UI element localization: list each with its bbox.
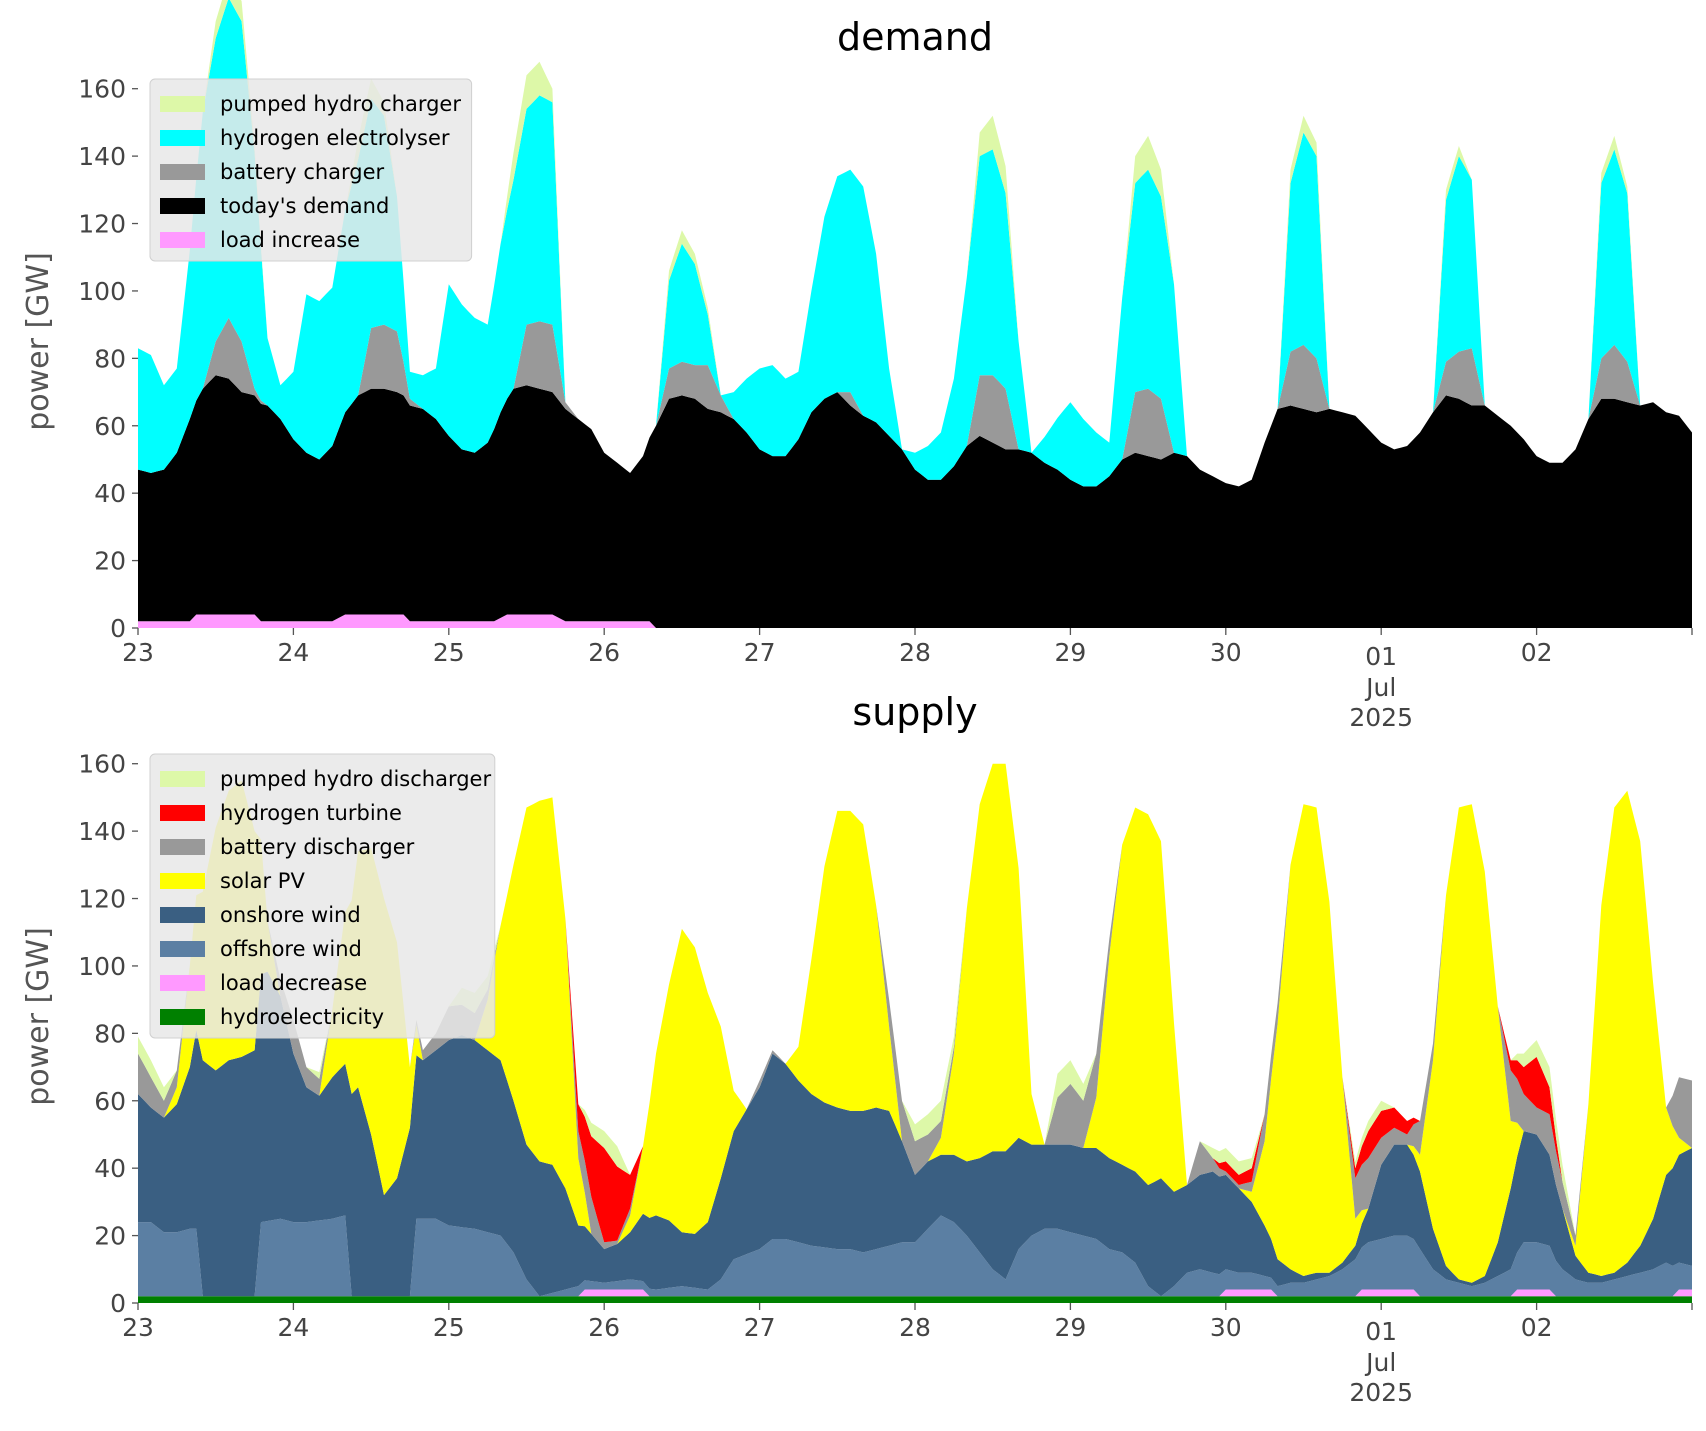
area-pumped-hydro-charger xyxy=(138,0,1692,487)
legend-entry: onshore wind xyxy=(220,903,361,927)
y-tick-label: 100 xyxy=(78,952,126,981)
legend-swatch xyxy=(160,164,205,180)
x-tick-label: 01 xyxy=(1365,1317,1397,1346)
legend-entry: load decrease xyxy=(220,971,367,995)
x-tick-label: 01 xyxy=(1365,642,1397,671)
y-tick-label: 40 xyxy=(94,1154,126,1183)
y-tick-label: 100 xyxy=(78,277,126,306)
y-tick-label: 80 xyxy=(94,344,126,373)
legend-swatch xyxy=(160,198,205,214)
x-tick-label: 28 xyxy=(899,638,931,667)
area-hydroelectricity xyxy=(138,1296,1692,1303)
x-tick-label: 26 xyxy=(588,1313,620,1342)
legend-entry: hydrogen electrolyser xyxy=(220,126,450,150)
legend-box xyxy=(149,78,473,262)
legend-box xyxy=(149,753,496,1039)
area-hydrogen-electrolyser xyxy=(138,0,1692,487)
legend-entry: pumped hydro charger xyxy=(220,92,461,116)
x-tick-month-label: Jul xyxy=(1364,1348,1396,1377)
legend-entry: offshore wind xyxy=(220,937,362,961)
y-tick-label: 20 xyxy=(94,547,126,576)
area-load-decrease xyxy=(138,1289,1692,1297)
y-tick-label: 60 xyxy=(94,1087,126,1116)
x-tick-label: 30 xyxy=(1210,638,1242,667)
legend-swatch xyxy=(160,805,205,821)
legend-entry: load increase xyxy=(220,228,360,252)
y-tick-label: 60 xyxy=(94,412,126,441)
area-offshore-wind xyxy=(138,1215,1692,1297)
legend-swatch xyxy=(160,771,205,787)
y-tick-label: 40 xyxy=(94,479,126,508)
x-tick-label: 27 xyxy=(744,1313,776,1342)
x-tick-label: 28 xyxy=(899,1313,931,1342)
x-tick-label: 02 xyxy=(1521,638,1553,667)
area-battery-charger xyxy=(138,317,1692,487)
legend-swatch xyxy=(160,1009,205,1025)
y-tick-label: 120 xyxy=(78,210,126,239)
x-tick-label: 02 xyxy=(1521,1313,1553,1342)
y-tick-label: 80 xyxy=(94,1019,126,1048)
y-tick-label: 140 xyxy=(78,142,126,171)
legend-entry: hydrogen turbine xyxy=(220,801,402,825)
legend-swatch xyxy=(160,130,205,146)
x-tick-label: 26 xyxy=(588,638,620,667)
x-tick-label: 27 xyxy=(744,638,776,667)
x-tick-label: 25 xyxy=(433,638,465,667)
x-tick-label: 29 xyxy=(1054,638,1086,667)
y-tick-label: 20 xyxy=(94,1222,126,1251)
x-tick-label: 24 xyxy=(277,1313,309,1342)
legend-entry: hydroelectricity xyxy=(220,1005,384,1029)
x-tick-label: 30 xyxy=(1210,1313,1242,1342)
legend-swatch xyxy=(160,232,205,248)
x-tick-label: 25 xyxy=(433,1313,465,1342)
legend-entry: today's demand xyxy=(220,194,389,218)
legend-entry: battery charger xyxy=(220,160,385,184)
x-tick-label: 29 xyxy=(1054,1313,1086,1342)
legend-entry: solar PV xyxy=(220,869,305,893)
x-tick-label: 23 xyxy=(122,638,154,667)
y-tick-label: 160 xyxy=(78,75,126,104)
y-tick-label: 120 xyxy=(78,885,126,914)
legend-swatch xyxy=(160,839,205,855)
y-axis-label: power [GW] xyxy=(21,927,56,1106)
legend-swatch xyxy=(160,907,205,923)
x-tick-year-label: 2025 xyxy=(1349,1378,1413,1407)
x-tick-label: 24 xyxy=(277,638,309,667)
y-tick-label: 0 xyxy=(110,614,126,643)
legend-swatch xyxy=(160,873,205,889)
chart-title: demand xyxy=(837,15,993,59)
legend: pumped hydro charger hydrogen electrolyse… xyxy=(149,78,473,262)
x-tick-label: 23 xyxy=(122,1313,154,1342)
x-tick-year-label: 2025 xyxy=(1349,703,1413,732)
legend-swatch xyxy=(160,941,205,957)
y-tick-label: 160 xyxy=(78,750,126,779)
area-solar-pv xyxy=(138,763,1692,1283)
legend-swatch xyxy=(160,975,205,991)
legend-swatch xyxy=(160,96,205,112)
y-tick-label: 0 xyxy=(110,1289,126,1318)
area-load-increase xyxy=(138,614,1692,628)
chart-title: supply xyxy=(852,690,977,734)
y-axis-label: power [GW] xyxy=(21,252,56,431)
legend-entry: pumped hydro discharger xyxy=(220,767,491,791)
area-onshore-wind xyxy=(138,971,1692,1297)
area-layers xyxy=(138,0,1692,628)
area-today-s-demand xyxy=(138,375,1692,628)
legend: pumped hydro discharger hydrogen turbine b… xyxy=(149,753,496,1039)
y-tick-label: 140 xyxy=(78,817,126,846)
legend-entry: battery discharger xyxy=(220,835,415,859)
x-tick-month-label: Jul xyxy=(1364,673,1396,702)
